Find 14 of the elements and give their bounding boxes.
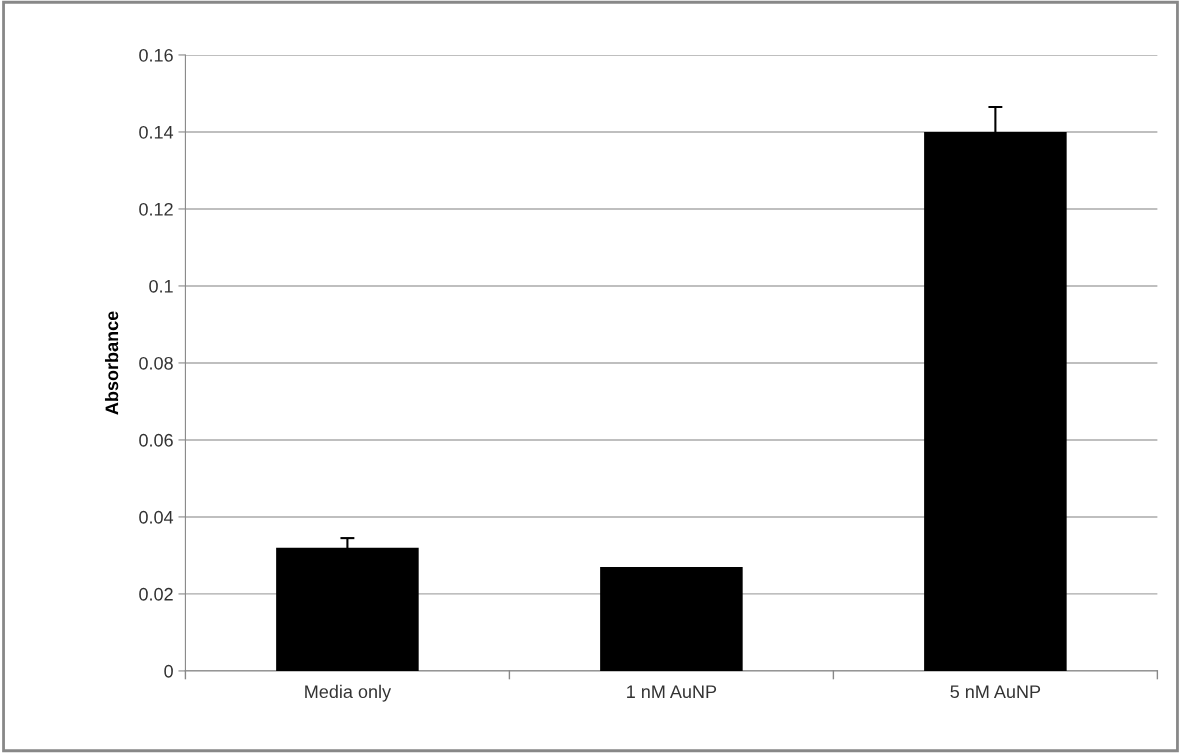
y-axis-title: Absorbance xyxy=(104,311,119,415)
y-tick-label: 0 xyxy=(164,664,173,678)
y-tick-label: 0.16 xyxy=(139,48,173,62)
y-tick-label: 0.02 xyxy=(139,587,173,601)
x-tick-label: Media only xyxy=(305,684,392,702)
bar xyxy=(600,566,743,671)
y-tick-label: 0.12 xyxy=(139,202,173,216)
y-tick-label: 0.1 xyxy=(149,279,173,293)
y-tick-label: 0.06 xyxy=(139,433,173,447)
y-tick-label: 0.04 xyxy=(139,510,174,524)
y-tick-label: 0.14 xyxy=(139,125,174,139)
x-tick-label: 5 nM AuNP xyxy=(950,685,1041,699)
y-tick-label: 0.08 xyxy=(139,356,173,370)
x-tick-label: 1 nM AuNP xyxy=(627,685,717,699)
